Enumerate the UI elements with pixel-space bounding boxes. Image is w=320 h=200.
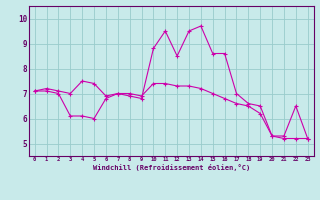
X-axis label: Windchill (Refroidissement éolien,°C): Windchill (Refroidissement éolien,°C) [92, 164, 250, 171]
